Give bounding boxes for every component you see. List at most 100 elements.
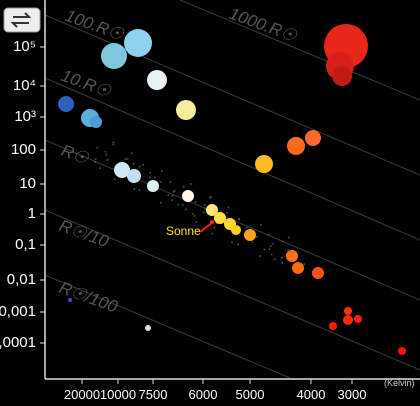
star	[255, 155, 273, 173]
haze-dot	[133, 188, 136, 191]
haze-dot	[171, 198, 174, 201]
haze-dot	[142, 163, 145, 166]
star	[182, 190, 194, 202]
star	[305, 130, 321, 146]
star	[114, 162, 130, 178]
y-tick-label: 10³	[14, 108, 36, 125]
haze-dot	[185, 208, 188, 211]
star	[231, 225, 241, 235]
haze-dot	[238, 217, 241, 220]
swap-button[interactable]	[3, 7, 41, 33]
star	[127, 169, 141, 183]
haze-dot	[171, 195, 174, 198]
haze-dot	[203, 203, 206, 206]
star	[147, 70, 167, 90]
haze-dot	[112, 141, 115, 144]
star	[398, 347, 406, 355]
sun-pointer	[199, 222, 213, 233]
haze-dot	[94, 158, 97, 161]
haze-dot	[245, 226, 248, 229]
x-tick-label: 5000	[236, 387, 265, 402]
y-tick-label: 10⁵	[13, 38, 36, 55]
haze-dot	[287, 248, 290, 251]
y-tick-label: 0,1	[15, 236, 36, 253]
haze-dot	[173, 189, 176, 192]
haze-dot	[130, 152, 133, 155]
star	[68, 298, 72, 302]
star	[101, 43, 127, 69]
haze-dot	[255, 235, 258, 238]
star	[332, 66, 352, 86]
haze-dot	[213, 226, 216, 229]
haze-dot	[231, 241, 234, 244]
haze-dot	[227, 206, 230, 209]
haze-dot	[167, 194, 170, 197]
haze-dot	[226, 211, 229, 214]
x-unit: (Kelvin)	[384, 378, 415, 388]
haze-dot	[281, 256, 284, 259]
haze-dot	[99, 167, 102, 170]
haze-dot	[181, 203, 184, 206]
x-tick-label: 7500	[139, 387, 168, 402]
y-tick-label: 10	[19, 175, 36, 192]
star	[354, 315, 362, 323]
haze-dot	[260, 223, 263, 226]
y-tick-label: 1	[28, 205, 36, 222]
haze-dot	[195, 220, 198, 223]
haze-dot	[149, 171, 152, 174]
haze-dot	[272, 243, 275, 246]
star	[344, 307, 352, 315]
haze-dot	[191, 213, 194, 216]
y-tick-label: 0,0001	[0, 334, 36, 351]
haze-dot	[106, 158, 109, 161]
haze-dot	[267, 233, 270, 236]
haze-dot	[193, 214, 196, 217]
haze-dot	[124, 158, 127, 161]
haze-dot	[132, 162, 135, 165]
haze-dot	[259, 255, 262, 258]
haze-dot	[268, 248, 271, 251]
star	[176, 100, 196, 120]
haze-dot	[94, 161, 96, 163]
haze-dot	[211, 232, 214, 235]
y-tick-label: 100	[11, 141, 36, 158]
star	[147, 180, 159, 192]
haze-dot	[148, 176, 151, 179]
star	[287, 137, 305, 155]
haze-dot	[96, 146, 99, 149]
haze-dot	[263, 248, 266, 251]
haze-dot	[105, 153, 108, 156]
haze-dot	[273, 258, 276, 261]
star	[312, 267, 324, 279]
haze-dot	[251, 241, 254, 244]
stars	[58, 24, 406, 355]
haze-dot	[169, 180, 172, 183]
haze-dot	[138, 165, 141, 168]
star	[286, 250, 298, 262]
x-tick-label: 10000	[100, 387, 136, 402]
star	[244, 229, 256, 241]
star	[145, 325, 151, 331]
sun-label: Sonne	[166, 224, 201, 238]
star	[343, 315, 353, 325]
haze-dot	[202, 211, 205, 214]
haze-dot	[160, 170, 163, 173]
haze-dot	[112, 143, 115, 146]
haze-dot	[159, 181, 162, 184]
x-tick-label: 6000	[189, 387, 218, 402]
haze-dot	[270, 253, 273, 256]
y-tick-label: 0,01	[7, 271, 36, 288]
haze-dot	[159, 201, 162, 204]
star	[214, 212, 226, 224]
haze-dot	[281, 261, 284, 264]
star	[124, 29, 152, 57]
x-tick-label: 4000	[297, 387, 326, 402]
star	[292, 262, 304, 274]
star	[90, 116, 102, 128]
haze-dot	[138, 189, 141, 192]
haze-dot	[189, 182, 192, 185]
star	[329, 322, 337, 330]
haze-dot	[177, 203, 180, 206]
haze-dot	[104, 150, 107, 153]
